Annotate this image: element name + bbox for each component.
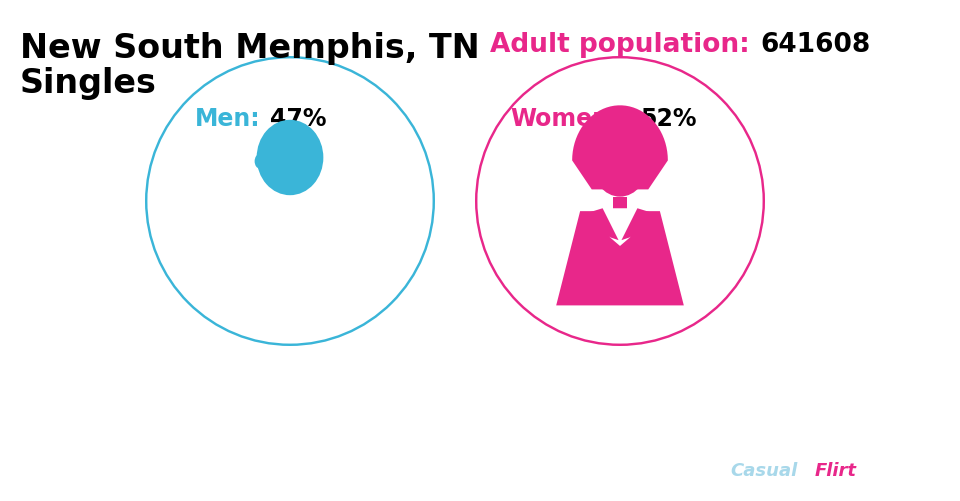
Polygon shape: [621, 209, 657, 240]
Polygon shape: [280, 216, 300, 291]
Polygon shape: [603, 209, 637, 246]
Text: Singles: Singles: [20, 67, 156, 100]
Text: New South Memphis, TN: New South Memphis, TN: [20, 32, 480, 65]
Ellipse shape: [254, 155, 265, 169]
Polygon shape: [247, 213, 283, 233]
Text: 641608: 641608: [760, 32, 871, 58]
Circle shape: [145, 57, 435, 346]
Ellipse shape: [591, 125, 649, 197]
Polygon shape: [584, 209, 618, 240]
Polygon shape: [270, 213, 310, 264]
Ellipse shape: [256, 121, 324, 196]
Text: Flirt: Flirt: [815, 461, 857, 479]
Polygon shape: [221, 213, 359, 306]
Circle shape: [475, 57, 765, 346]
Polygon shape: [572, 106, 668, 190]
Text: Adult population:: Adult population:: [490, 32, 750, 58]
Polygon shape: [297, 213, 333, 233]
Ellipse shape: [315, 155, 325, 169]
FancyBboxPatch shape: [281, 196, 299, 213]
Text: 52%: 52%: [640, 107, 697, 131]
Text: Men:: Men:: [195, 107, 260, 131]
Text: Casual: Casual: [730, 461, 797, 479]
Text: Women:: Women:: [510, 107, 618, 131]
FancyBboxPatch shape: [612, 197, 627, 212]
Text: 47%: 47%: [270, 107, 326, 131]
Polygon shape: [556, 212, 684, 306]
